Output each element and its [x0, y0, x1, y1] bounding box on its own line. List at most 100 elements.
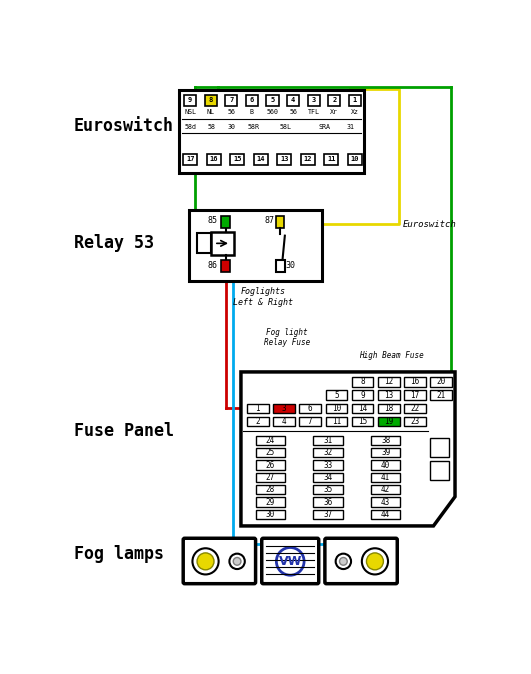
Text: 9: 9 — [188, 97, 192, 103]
Bar — [326, 404, 347, 412]
Text: 17: 17 — [186, 156, 194, 162]
Circle shape — [336, 553, 351, 569]
Bar — [273, 404, 295, 412]
Text: 31: 31 — [323, 436, 332, 445]
Bar — [378, 417, 399, 426]
Bar — [352, 377, 373, 387]
Bar — [313, 510, 342, 519]
Text: B: B — [250, 109, 254, 115]
Bar — [287, 95, 299, 106]
Bar — [255, 436, 285, 445]
Bar — [371, 448, 400, 458]
Text: 29: 29 — [266, 497, 275, 507]
Text: 40: 40 — [381, 460, 390, 470]
Text: 12: 12 — [304, 156, 312, 162]
Text: 4: 4 — [291, 97, 295, 103]
Bar — [179, 90, 364, 173]
Bar — [348, 154, 362, 165]
Bar — [371, 485, 400, 494]
Text: 1: 1 — [255, 404, 260, 412]
Bar — [404, 390, 426, 400]
Text: 3: 3 — [312, 97, 316, 103]
Text: 33: 33 — [323, 460, 332, 470]
Bar — [301, 154, 315, 165]
Text: Fog lamps: Fog lamps — [74, 545, 164, 563]
Text: 43: 43 — [381, 497, 390, 507]
Bar — [371, 460, 400, 470]
Bar — [225, 95, 237, 106]
Text: 14: 14 — [358, 404, 367, 412]
Bar — [378, 390, 399, 400]
Bar — [430, 461, 449, 480]
Text: 58d: 58d — [184, 124, 196, 130]
Text: 24: 24 — [266, 436, 275, 445]
Bar — [204, 95, 217, 106]
Bar — [247, 404, 269, 412]
Text: 10: 10 — [332, 404, 341, 412]
Bar — [211, 232, 234, 255]
Text: 12: 12 — [384, 377, 393, 386]
Text: 2: 2 — [255, 417, 260, 426]
Text: 21: 21 — [436, 390, 446, 400]
Text: 3: 3 — [282, 404, 286, 412]
Text: 16: 16 — [410, 377, 419, 386]
Bar — [313, 485, 342, 494]
Bar — [273, 417, 295, 426]
Text: 15: 15 — [358, 417, 367, 426]
Text: 28: 28 — [266, 485, 275, 494]
Text: 19: 19 — [384, 417, 393, 426]
Text: 8: 8 — [361, 377, 365, 386]
Bar — [221, 216, 230, 228]
Text: 17: 17 — [410, 390, 419, 400]
Text: 18: 18 — [384, 404, 393, 412]
Text: 41: 41 — [381, 473, 390, 482]
Text: 26: 26 — [266, 460, 275, 470]
Bar — [255, 448, 285, 458]
Text: Fuse Panel: Fuse Panel — [74, 422, 174, 440]
Bar — [430, 377, 452, 387]
Bar — [404, 404, 426, 412]
Text: 25: 25 — [266, 448, 275, 457]
Bar — [255, 472, 285, 482]
Text: 20: 20 — [436, 377, 446, 386]
Text: 31: 31 — [346, 124, 354, 130]
Text: 42: 42 — [381, 485, 390, 494]
Bar — [313, 472, 342, 482]
Text: Euroswitch: Euroswitch — [402, 220, 457, 228]
Text: 58R: 58R — [247, 124, 259, 130]
Circle shape — [233, 557, 241, 565]
Text: Euroswitch: Euroswitch — [74, 117, 174, 135]
Text: TFL: TFL — [308, 109, 320, 115]
Bar — [352, 404, 373, 412]
Text: 44: 44 — [381, 510, 390, 519]
Text: 56: 56 — [227, 109, 235, 115]
FancyBboxPatch shape — [183, 539, 255, 584]
Text: 6: 6 — [250, 97, 254, 103]
Bar — [255, 497, 285, 507]
Bar — [371, 510, 400, 519]
Text: 560: 560 — [267, 109, 279, 115]
Text: 30: 30 — [228, 124, 236, 130]
Text: Xr: Xr — [330, 109, 338, 115]
Bar — [183, 154, 197, 165]
Text: 15: 15 — [233, 156, 242, 162]
Bar — [313, 448, 342, 458]
Text: Fog light
Relay Fuse: Fog light Relay Fuse — [264, 328, 310, 347]
Text: 7: 7 — [308, 417, 313, 426]
Bar — [230, 154, 244, 165]
Bar — [378, 404, 399, 412]
Bar — [313, 497, 342, 507]
Bar — [430, 390, 452, 400]
Text: 11: 11 — [332, 417, 341, 426]
Text: 13: 13 — [280, 156, 288, 162]
Bar — [378, 377, 399, 387]
Bar — [207, 154, 220, 165]
Bar — [276, 216, 284, 228]
Bar — [307, 95, 320, 106]
Circle shape — [339, 557, 347, 565]
Text: 27: 27 — [266, 473, 275, 482]
Circle shape — [197, 553, 214, 570]
Bar — [190, 210, 322, 281]
Text: 30: 30 — [286, 262, 296, 270]
Bar — [328, 95, 340, 106]
